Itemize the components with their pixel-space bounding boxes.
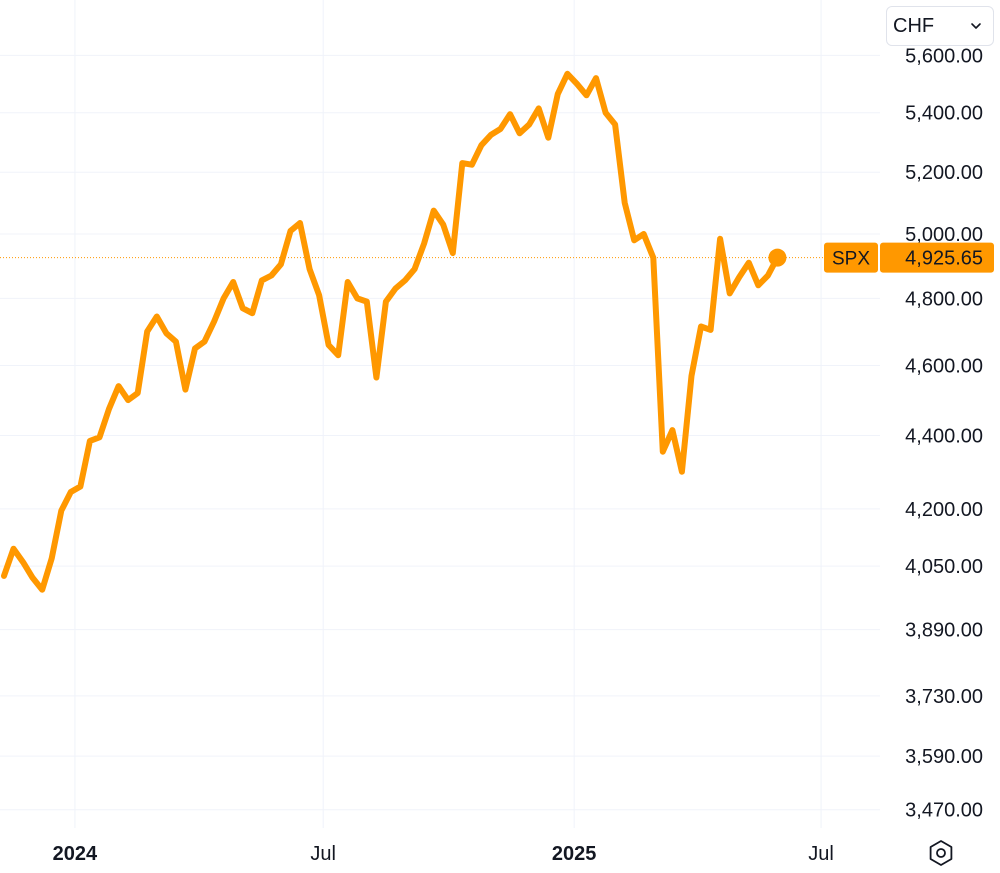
- chevron-down-icon: [969, 19, 983, 33]
- last-value-tag: [880, 242, 994, 273]
- grid-lines: [0, 0, 880, 828]
- last-value-label: SPX 4,925.65: [824, 242, 994, 273]
- series-name-tag: [824, 242, 878, 273]
- currency-select[interactable]: CHF: [886, 6, 994, 46]
- y-axis: 5,600.00 5,400.00 5,200.00 5,000.00 4,800.00…: [905, 45, 983, 821]
- y-tick-label: 3,470.00: [905, 800, 983, 822]
- y-tick-label: 5,400.00: [905, 103, 983, 125]
- x-axis: 2024 Jul 2025 Jul: [53, 843, 834, 865]
- x-tick-label: Jul: [310, 843, 336, 865]
- x-tick-label: Jul: [808, 843, 834, 865]
- y-tick-label: 4,400.00: [905, 425, 983, 447]
- series-layer: [1, 70, 787, 593]
- series-line-spx[interactable]: [1, 70, 781, 593]
- currency-value: CHF: [893, 14, 935, 37]
- y-tick-label: 4,800.00: [905, 288, 983, 310]
- y-tick-label: 3,730.00: [905, 686, 983, 708]
- last-value-text: 4,925.65: [905, 248, 983, 270]
- y-tick-label: 4,200.00: [905, 499, 983, 521]
- y-tick-label: 3,890.00: [905, 620, 983, 642]
- last-point-marker: [768, 248, 787, 267]
- settings-icon[interactable]: [926, 838, 956, 868]
- y-tick-label: 4,050.00: [905, 556, 983, 578]
- x-tick-label: 2025: [552, 843, 597, 865]
- x-tick-label: 2024: [53, 843, 98, 865]
- y-tick-label: 5,200.00: [905, 162, 983, 184]
- y-tick-label: 4,600.00: [905, 355, 983, 377]
- y-tick-label: 3,590.00: [905, 746, 983, 768]
- y-tick-label: 5,000.00: [905, 224, 983, 246]
- y-tick-label: 5,600.00: [905, 45, 983, 67]
- series-name-label: SPX: [832, 249, 870, 270]
